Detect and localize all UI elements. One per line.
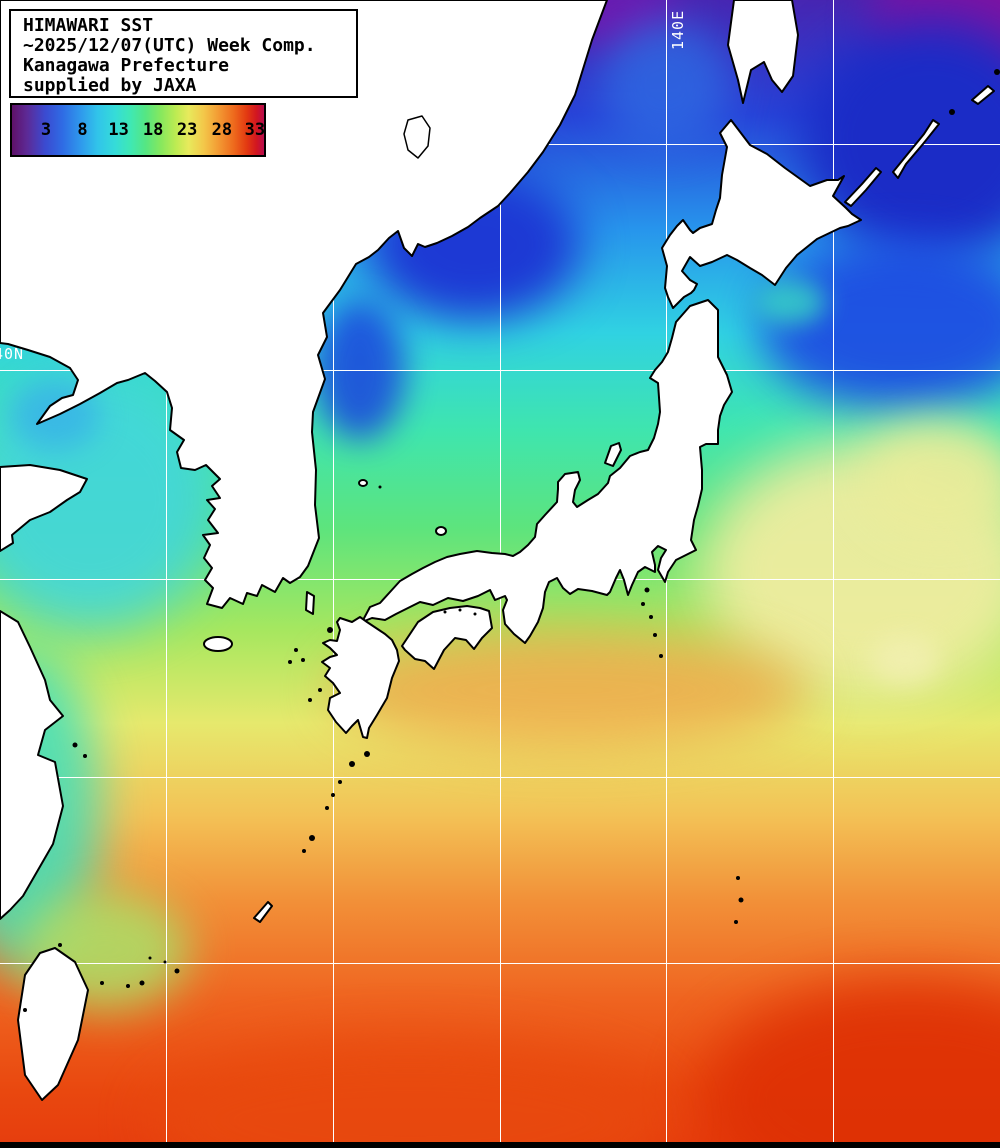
sakhalin-island <box>727 0 799 104</box>
small-island <box>148 956 152 960</box>
small-island <box>294 648 298 652</box>
parallel-line <box>0 962 1000 964</box>
kunashiri-island <box>844 167 882 207</box>
cold-tongue-region <box>760 240 1000 410</box>
small-island <box>23 1008 27 1012</box>
cool-water-region <box>600 20 730 150</box>
parallel-line <box>0 776 1000 778</box>
small-island <box>734 920 738 924</box>
small-island <box>327 627 333 633</box>
small-island <box>378 485 382 489</box>
small-island <box>83 754 87 758</box>
colorbar-tick: 3 <box>40 120 52 140</box>
colorbar-tick: 23 <box>176 120 198 140</box>
colorbar-tick: 8 <box>77 120 88 140</box>
small-island <box>338 780 342 784</box>
small-island <box>473 612 477 616</box>
small-island <box>994 69 1000 75</box>
colorbar-tick: 18 <box>142 120 164 140</box>
oki-island <box>435 526 447 536</box>
colorbar-tick-labels: 3 8 13 18 23 28 33 <box>12 105 266 155</box>
small-island <box>174 968 180 974</box>
parallel-line <box>0 369 1000 371</box>
small-island <box>139 980 145 986</box>
kyushu-island <box>321 616 400 739</box>
graticule-label-40n: 40N <box>0 345 25 363</box>
okinawa-island <box>253 901 273 923</box>
shandong-peninsula <box>0 464 88 552</box>
small-island-specks <box>23 69 1000 1012</box>
small-island <box>653 633 657 637</box>
warm-eddy <box>870 635 940 685</box>
meridian-line <box>166 0 168 1142</box>
small-island <box>644 587 650 593</box>
small-island <box>163 960 167 964</box>
small-island <box>443 610 447 614</box>
meridian-line <box>332 0 334 1142</box>
temperature-colorbar: 3 8 13 18 23 28 33 <box>10 103 266 157</box>
small-island <box>301 658 305 662</box>
cool-spot <box>756 280 826 325</box>
colorbar-tick: 33 <box>244 120 266 140</box>
tsushima-island <box>305 591 315 615</box>
meridian-line <box>832 0 834 1142</box>
iturup-island <box>892 119 940 179</box>
china-east-coast <box>0 610 64 920</box>
small-island <box>100 981 104 985</box>
small-island <box>364 751 370 757</box>
small-island <box>309 835 315 841</box>
small-island <box>738 897 744 903</box>
title-line-4: supplied by JAXA <box>23 75 197 96</box>
taiwan-island <box>17 947 89 1101</box>
small-island <box>58 943 62 947</box>
sado-island <box>604 442 622 467</box>
hokkaido-island <box>661 119 862 309</box>
small-island <box>308 698 312 702</box>
title-line-2: ~2025/12/07(UTC) Week Comp. <box>23 35 316 56</box>
small-island <box>325 806 329 810</box>
lake-khanka <box>403 115 431 159</box>
shikoku-island <box>401 605 493 670</box>
small-island <box>288 660 292 664</box>
colorbar-tick: 28 <box>211 120 233 140</box>
warm-water-region <box>860 420 1000 540</box>
title-box: HIMAWARI SST ~2025/12/07(UTC) Week Comp.… <box>9 9 358 98</box>
title-line-3: Kanagawa Prefecture <box>23 55 229 76</box>
small-island <box>126 984 130 988</box>
ulleung-island <box>358 479 368 487</box>
colorbar-tick: 13 <box>108 120 129 140</box>
small-island <box>649 615 653 619</box>
title-line-1: HIMAWARI SST <box>23 15 154 36</box>
small-island <box>949 109 955 115</box>
small-island <box>302 849 306 853</box>
small-island <box>736 876 740 880</box>
small-island <box>349 761 355 767</box>
honshu-island <box>361 299 733 644</box>
small-island <box>641 602 645 606</box>
footer-bar <box>0 1142 1000 1148</box>
small-island <box>72 742 78 748</box>
urup-island <box>971 85 995 105</box>
small-island <box>659 654 663 658</box>
small-island <box>331 793 335 797</box>
small-island <box>318 688 322 692</box>
small-island <box>458 608 462 612</box>
jeju-island <box>203 636 233 652</box>
